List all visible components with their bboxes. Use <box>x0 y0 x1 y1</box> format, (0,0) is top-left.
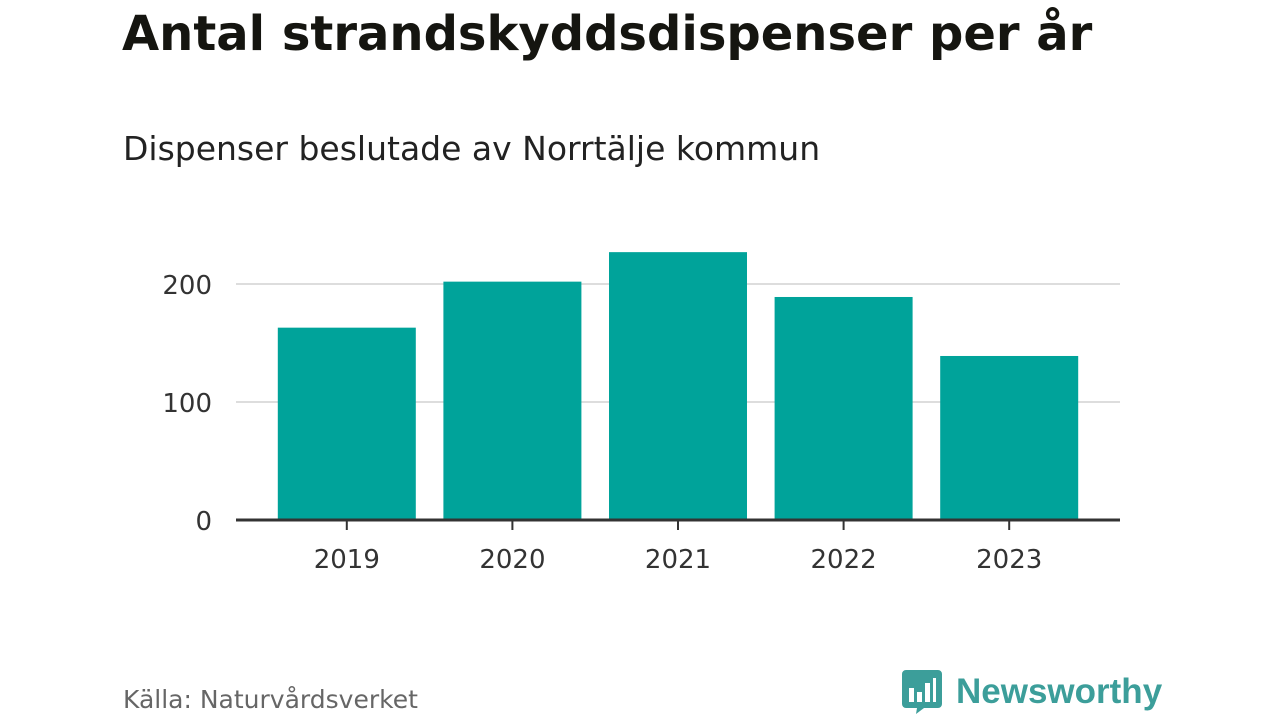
x-tick-label: 2019 <box>314 545 380 575</box>
bar <box>443 281 582 520</box>
bar <box>774 296 913 520</box>
y-tick-label: 100 <box>162 389 212 419</box>
x-tick-label: 2022 <box>811 545 877 575</box>
y-tick-label: 200 <box>162 271 212 301</box>
x-tick-label: 2023 <box>976 545 1042 575</box>
bar <box>609 252 747 520</box>
x-tick-label: 2021 <box>645 545 711 575</box>
chart-subtitle: Dispenser beslutade av Norrtälje kommun <box>123 129 821 168</box>
brand-name: Newsworthy <box>956 672 1163 711</box>
brand-logo: Newsworthy <box>902 670 1162 714</box>
bar <box>940 355 1079 520</box>
y-tick-label: 0 <box>195 507 212 537</box>
source-note: Källa: Naturvårdsverket <box>123 685 418 714</box>
x-tick-label: 2020 <box>479 545 545 575</box>
bar-chart-speech-bubble-icon <box>902 670 942 714</box>
chart-title: Antal strandskyddsdispenser per år <box>122 6 1093 62</box>
bar <box>277 327 416 520</box>
